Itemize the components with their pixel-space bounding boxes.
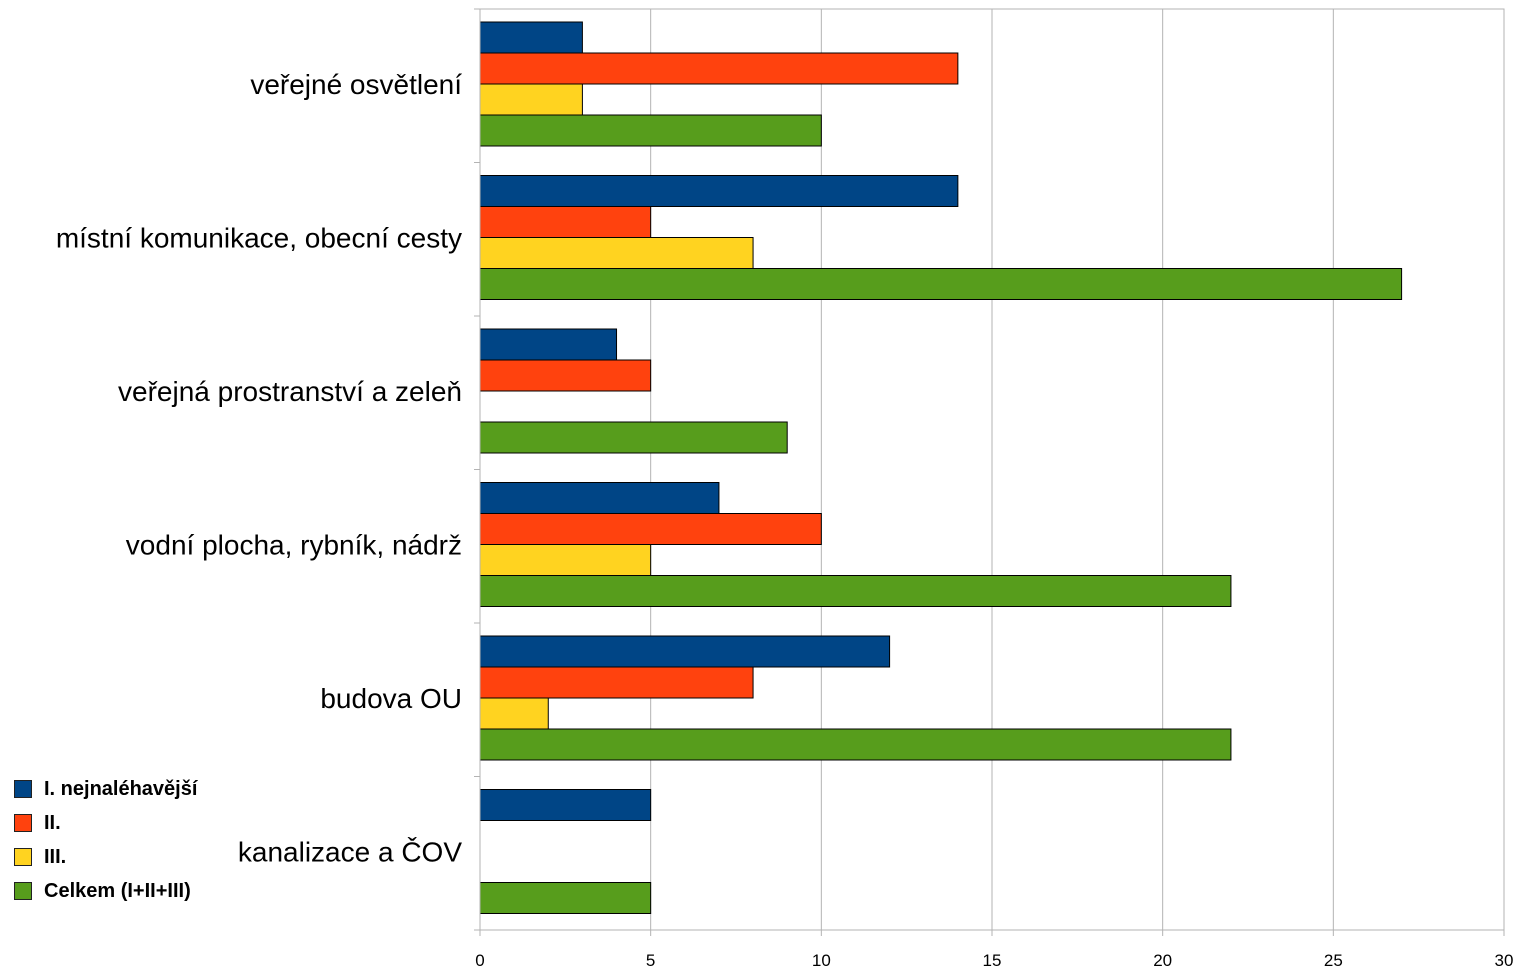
bar (479, 175, 959, 207)
x-tick-label: 25 (1324, 951, 1343, 970)
category-label: vodní plocha, rybník, nádrž (126, 530, 462, 561)
legend: I. nejnaléhavější II. III. Celkem (I+II+III… (14, 772, 197, 908)
legend-label: II. (44, 811, 61, 834)
category-label: budova OU (320, 683, 462, 714)
bar (479, 482, 720, 514)
x-tick-label: 5 (646, 951, 655, 970)
category-labels: veřejné osvětlení místní komunikace, obec… (56, 69, 463, 868)
legend-item: III. (14, 840, 197, 874)
legend-swatch (14, 848, 32, 866)
bar (479, 21, 583, 54)
bar (479, 52, 959, 85)
bars (479, 21, 1403, 914)
bar (479, 206, 652, 238)
legend-label: I. nejnaléhavější (44, 777, 198, 800)
bar (479, 359, 652, 392)
bar (479, 697, 549, 730)
bar (479, 513, 822, 545)
bar (479, 728, 1232, 761)
category-label: kanalizace a ČOV (238, 837, 462, 868)
category-label: veřejné osvětlení (250, 69, 462, 100)
legend-item: I. nejnaléhavější (14, 772, 197, 806)
bar (479, 268, 1403, 300)
bar (479, 789, 652, 821)
legend-item: Celkem (I+II+III) (14, 874, 197, 908)
category-label: místní komunikace, obecní cesty (56, 223, 462, 254)
bar (479, 114, 822, 147)
x-tick-label: 10 (812, 951, 831, 970)
x-tick-labels: 0 5 10 15 20 25 30 (475, 951, 1513, 970)
bar (479, 666, 754, 699)
axes (474, 8, 1505, 936)
bar (479, 882, 652, 914)
legend-swatch (14, 780, 32, 798)
bar (479, 575, 1232, 607)
bar (479, 421, 788, 454)
legend-swatch (14, 882, 32, 900)
legend-label: III. (44, 845, 67, 868)
legend-swatch (14, 814, 32, 832)
x-tick-label: 0 (475, 951, 484, 970)
legend-item: II. (14, 806, 197, 840)
bar (479, 328, 618, 361)
x-tick-label: 15 (983, 951, 1002, 970)
bar (479, 544, 652, 576)
legend-label: Celkem (I+II+III) (44, 879, 191, 902)
x-tick-label: 20 (1153, 951, 1172, 970)
bar (479, 635, 891, 668)
x-tick-label: 30 (1495, 951, 1514, 970)
category-label: veřejná prostranství a zeleň (118, 376, 462, 407)
bar (479, 237, 754, 269)
bar (479, 83, 583, 116)
